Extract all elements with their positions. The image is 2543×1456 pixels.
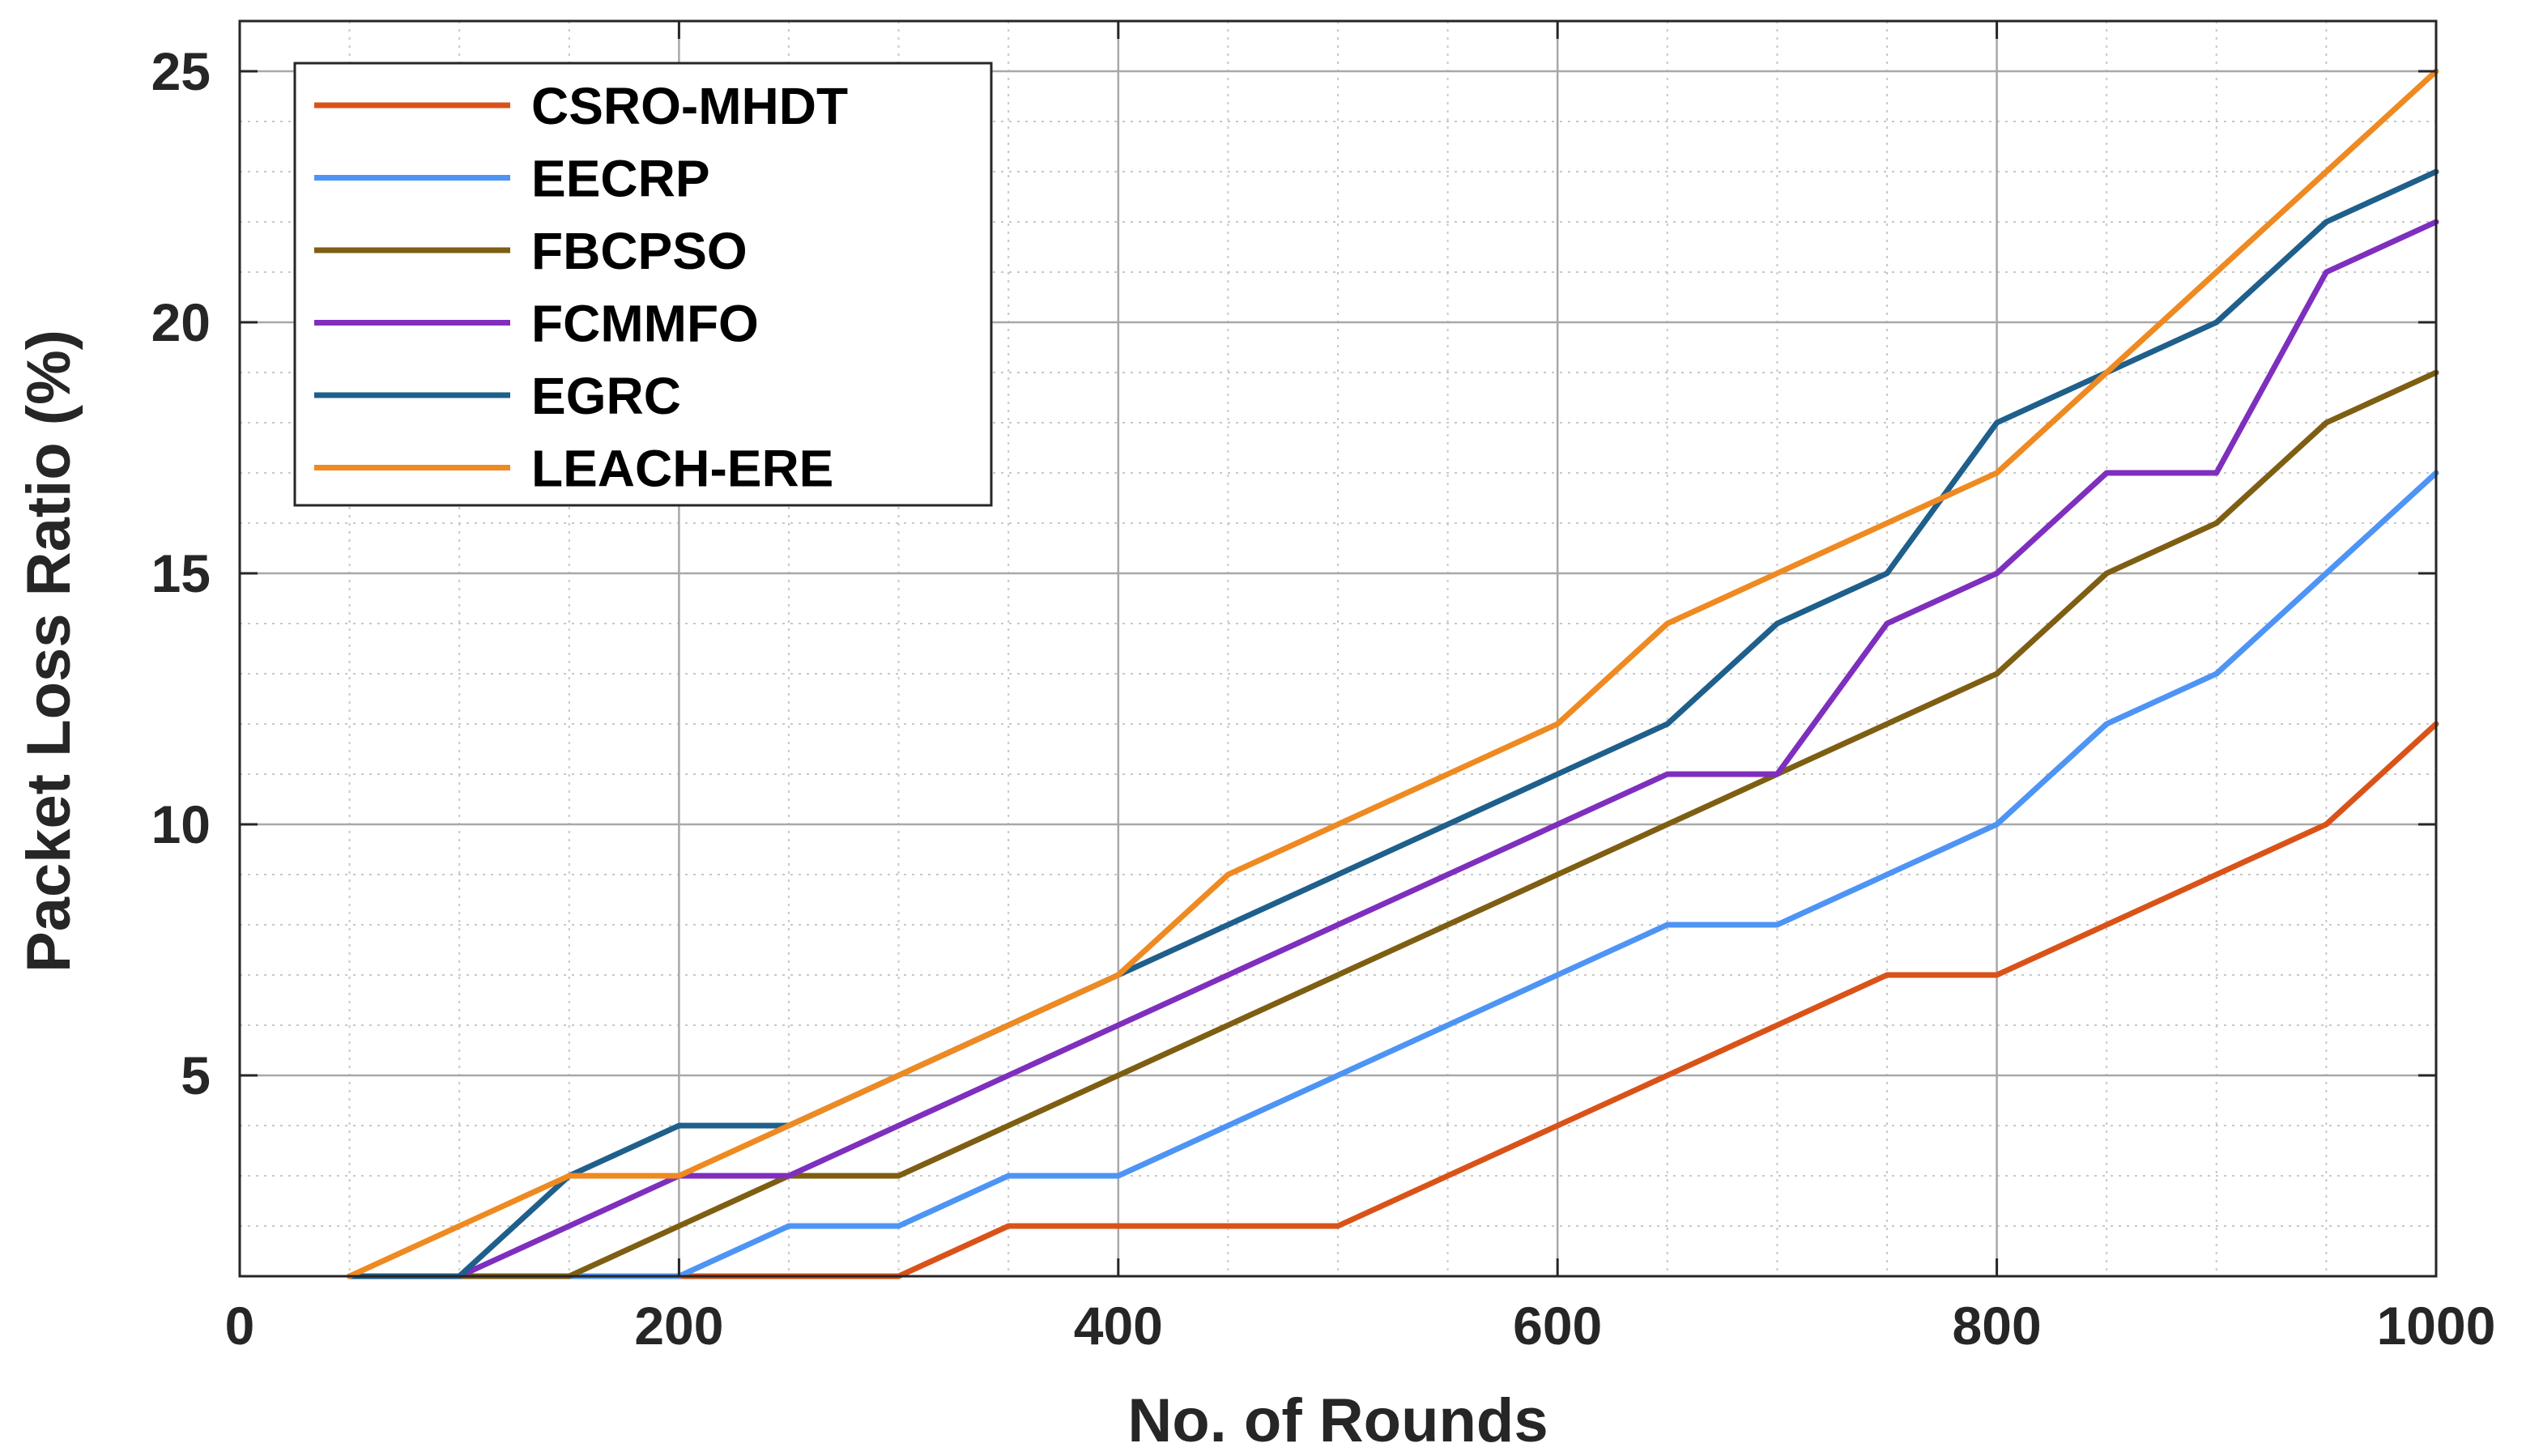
plot-frame bbox=[238, 19, 2438, 1278]
y-tick-label: 15 bbox=[151, 543, 211, 603]
legend: CSRO-MHDT EECRP FBCPSO FCMMFO EGRC LEACH-ERE bbox=[293, 62, 993, 507]
x-tick-label: 600 bbox=[1513, 1296, 1602, 1356]
legend-label-4: EGRC bbox=[531, 367, 681, 425]
legend-box bbox=[293, 62, 993, 507]
x-tick-label: 400 bbox=[1074, 1296, 1163, 1356]
x-axis-ticks: 0 200 400 600 800 1000 bbox=[225, 21, 2496, 1356]
y-tick-label: 25 bbox=[151, 41, 211, 101]
x-tick-label: 0 bbox=[225, 1296, 255, 1356]
series-line-3 bbox=[347, 219, 2439, 1279]
y-axis-ticks: 5 10 15 20 25 bbox=[151, 41, 2436, 1105]
y-tick-label: 5 bbox=[181, 1045, 211, 1105]
series-line-4 bbox=[347, 168, 2439, 1279]
series-line-5 bbox=[347, 68, 2439, 1279]
x-tick-label: 800 bbox=[1953, 1296, 2042, 1356]
legend-label-3: FCMMFO bbox=[531, 295, 759, 353]
legend-label-2: FBCPSO bbox=[531, 222, 748, 280]
series-line-1 bbox=[347, 470, 2439, 1279]
y-axis-title: Packet Loss Ratio (%) bbox=[15, 330, 83, 973]
x-tick-label: 1000 bbox=[2377, 1296, 2496, 1356]
legend-label-5: LEACH-ERE bbox=[531, 440, 833, 498]
x-axis-title: No. of Rounds bbox=[1127, 1386, 1548, 1455]
legend-label-1: EECRP bbox=[531, 150, 710, 208]
x-tick-label: 200 bbox=[634, 1296, 723, 1356]
legend-label-0: CSRO-MHDT bbox=[531, 77, 848, 135]
y-tick-label: 10 bbox=[151, 794, 211, 854]
y-tick-label: 20 bbox=[151, 292, 211, 352]
series-line-2 bbox=[347, 369, 2439, 1279]
